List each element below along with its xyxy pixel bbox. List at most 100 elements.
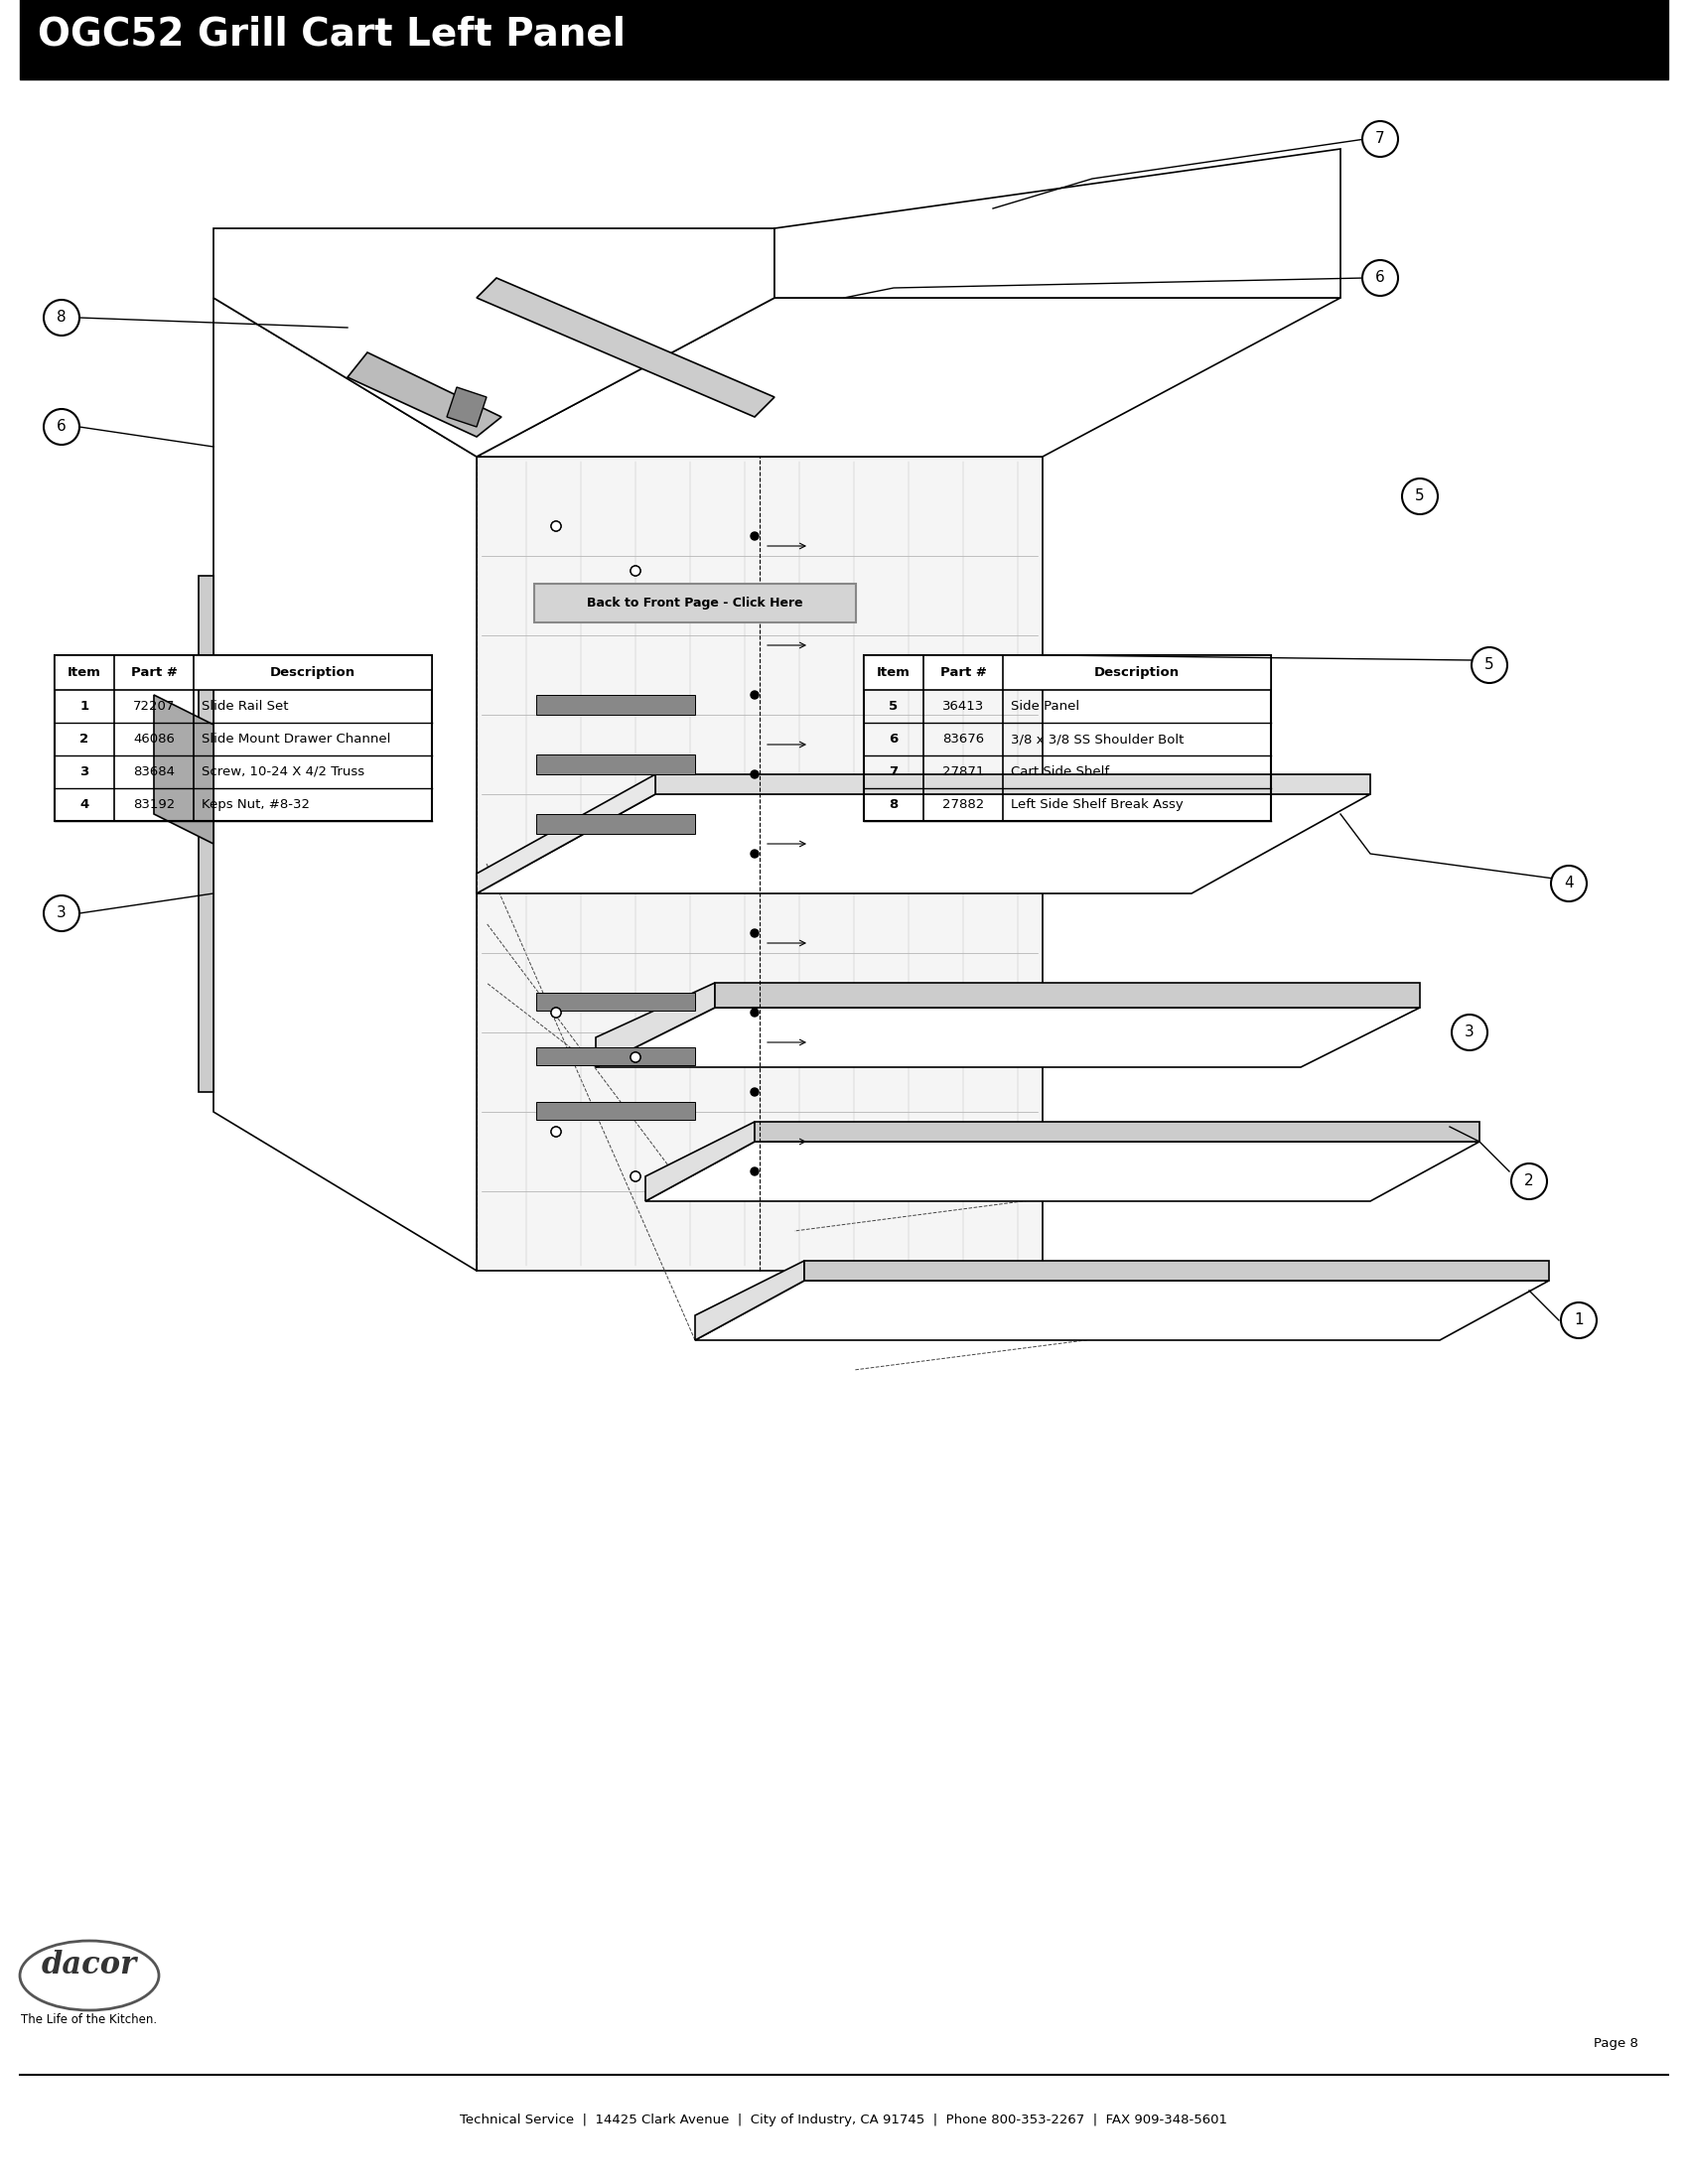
Polygon shape	[476, 775, 655, 893]
Bar	[864, 655, 1271, 690]
Text: 3: 3	[57, 906, 66, 922]
Polygon shape	[199, 577, 213, 1092]
Polygon shape	[476, 456, 1043, 1271]
Circle shape	[550, 1007, 560, 1018]
Text: 5: 5	[890, 699, 898, 712]
Polygon shape	[476, 297, 1340, 456]
Text: 1: 1	[79, 699, 89, 712]
Text: 6: 6	[1376, 271, 1386, 286]
Text: 36413: 36413	[942, 699, 984, 712]
Text: 5: 5	[1415, 489, 1425, 505]
Polygon shape	[537, 815, 695, 834]
Polygon shape	[645, 1123, 755, 1201]
Text: Description: Description	[270, 666, 356, 679]
Circle shape	[1551, 865, 1587, 902]
Bar	[54, 655, 432, 821]
Circle shape	[751, 1088, 758, 1096]
Circle shape	[1511, 1164, 1546, 1199]
Polygon shape	[716, 983, 1420, 1007]
Text: 72207: 72207	[133, 699, 176, 712]
Polygon shape	[775, 149, 1340, 297]
Text: 27882: 27882	[942, 797, 984, 810]
Polygon shape	[596, 983, 716, 1068]
Text: dacor: dacor	[42, 1950, 137, 1981]
Polygon shape	[154, 695, 213, 843]
Bar	[20, 0, 1668, 79]
Circle shape	[1362, 260, 1398, 295]
Circle shape	[631, 566, 640, 577]
Text: OGC52 Grill Cart Left Panel: OGC52 Grill Cart Left Panel	[37, 15, 626, 55]
Text: 2: 2	[1524, 1175, 1534, 1188]
Circle shape	[751, 771, 758, 778]
Circle shape	[44, 895, 79, 930]
Polygon shape	[537, 1048, 695, 1066]
Polygon shape	[695, 1280, 1550, 1341]
Circle shape	[631, 566, 640, 577]
Text: 3: 3	[79, 764, 89, 778]
Circle shape	[751, 690, 758, 699]
Polygon shape	[447, 387, 486, 426]
Circle shape	[751, 612, 758, 620]
Text: Back to Front Page - Click Here: Back to Front Page - Click Here	[587, 596, 803, 609]
Text: Item: Item	[68, 666, 101, 679]
Text: 5: 5	[1485, 657, 1494, 673]
Bar	[864, 655, 1271, 821]
Polygon shape	[476, 277, 775, 417]
FancyBboxPatch shape	[533, 583, 856, 622]
Text: 3/8 x 3/8 SS Shoulder Bolt: 3/8 x 3/8 SS Shoulder Bolt	[1011, 732, 1183, 745]
Circle shape	[751, 928, 758, 937]
Text: 1: 1	[1573, 1313, 1583, 1328]
Polygon shape	[755, 1123, 1479, 1142]
Text: 83676: 83676	[942, 732, 984, 745]
Polygon shape	[537, 994, 695, 1011]
Polygon shape	[655, 775, 1371, 795]
Circle shape	[550, 1127, 560, 1136]
Text: Description: Description	[1094, 666, 1180, 679]
Text: 7: 7	[890, 764, 898, 778]
Text: 8: 8	[890, 797, 898, 810]
Circle shape	[751, 533, 758, 539]
Circle shape	[751, 1168, 758, 1175]
Circle shape	[44, 408, 79, 446]
Polygon shape	[476, 795, 1371, 893]
Text: 83192: 83192	[133, 797, 176, 810]
Text: Part #: Part #	[940, 666, 986, 679]
Text: 8: 8	[57, 310, 66, 325]
Circle shape	[550, 522, 560, 531]
Polygon shape	[645, 1142, 1479, 1201]
Circle shape	[751, 850, 758, 858]
Polygon shape	[213, 297, 476, 1271]
Text: 3: 3	[1465, 1024, 1474, 1040]
Text: The Life of the Kitchen.: The Life of the Kitchen.	[22, 2014, 157, 2027]
Polygon shape	[537, 1103, 695, 1120]
Text: 83684: 83684	[133, 764, 176, 778]
Polygon shape	[803, 1260, 1550, 1280]
Circle shape	[631, 1171, 640, 1182]
Text: Technical Service  |  14425 Clark Avenue  |  City of Industry, CA 91745  |  Phon: Technical Service | 14425 Clark Avenue |…	[461, 2114, 1227, 2125]
Text: 4: 4	[79, 797, 89, 810]
Text: Slide Mount Drawer Channel: Slide Mount Drawer Channel	[201, 732, 390, 745]
Circle shape	[631, 1053, 640, 1061]
Polygon shape	[695, 1260, 803, 1341]
Text: Slide Rail Set: Slide Rail Set	[201, 699, 289, 712]
Text: 7: 7	[1376, 131, 1384, 146]
Polygon shape	[537, 753, 695, 775]
Text: Item: Item	[876, 666, 910, 679]
Text: Screw, 10-24 X 4/2 Truss: Screw, 10-24 X 4/2 Truss	[201, 764, 365, 778]
Text: 2: 2	[79, 732, 89, 745]
Polygon shape	[537, 695, 695, 714]
Text: Page 8: Page 8	[1593, 2038, 1639, 2051]
Text: Part #: Part #	[130, 666, 177, 679]
Circle shape	[1452, 1016, 1487, 1051]
Text: 4: 4	[1565, 876, 1573, 891]
Circle shape	[550, 522, 560, 531]
Circle shape	[631, 1053, 640, 1061]
Text: 6: 6	[890, 732, 898, 745]
Circle shape	[1403, 478, 1438, 513]
Circle shape	[1561, 1302, 1597, 1339]
Bar	[54, 655, 432, 690]
Text: 27871: 27871	[942, 764, 984, 778]
Circle shape	[550, 1127, 560, 1136]
Polygon shape	[348, 352, 501, 437]
Text: Side Panel: Side Panel	[1011, 699, 1079, 712]
